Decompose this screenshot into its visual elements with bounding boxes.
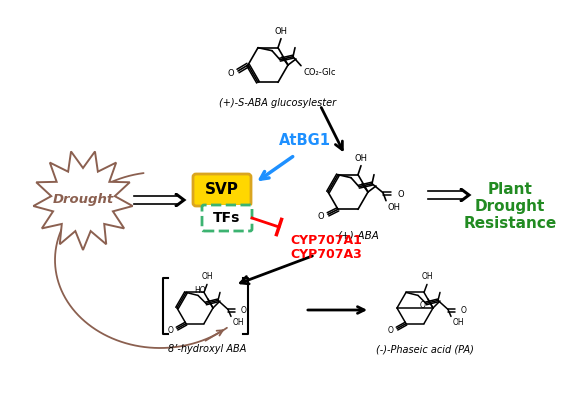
Text: Drought: Drought [475,199,545,214]
Text: O: O [461,306,467,315]
Text: O: O [227,68,234,77]
Text: OH: OH [201,273,213,281]
Text: Resistance: Resistance [463,216,557,231]
FancyBboxPatch shape [202,205,252,231]
Text: OH: OH [354,153,367,163]
Text: OH: OH [274,27,287,36]
Text: OH: OH [388,202,401,212]
Text: (+)-ABA: (+)-ABA [337,230,379,240]
Text: OH: OH [233,318,244,327]
Text: O: O [318,212,324,221]
Polygon shape [175,194,185,206]
FancyBboxPatch shape [193,174,251,206]
Text: Drought: Drought [52,194,113,207]
Text: Plant: Plant [488,182,532,197]
Text: SVP: SVP [205,183,239,198]
Text: OH: OH [453,318,464,327]
Text: O: O [397,190,404,199]
Polygon shape [460,189,470,201]
Text: O: O [387,326,393,335]
Polygon shape [33,151,133,250]
Text: O: O [167,326,173,335]
Text: (-)-Phaseic acid (PA): (-)-Phaseic acid (PA) [376,344,474,354]
Text: TFs: TFs [213,211,240,225]
Text: O: O [420,301,426,311]
Text: CO₂-Glc: CO₂-Glc [303,68,336,77]
Text: OH: OH [421,273,433,281]
Text: (+)-S-ABA glucosylester: (+)-S-ABA glucosylester [219,98,337,108]
Text: O: O [241,306,247,315]
Text: CYP707A3: CYP707A3 [290,249,362,262]
Text: CYP707A1: CYP707A1 [290,234,362,247]
Text: 8’-hydroxyl ABA: 8’-hydroxyl ABA [168,344,246,354]
Text: AtBG1: AtBG1 [279,133,331,148]
Text: HO: HO [194,286,206,295]
